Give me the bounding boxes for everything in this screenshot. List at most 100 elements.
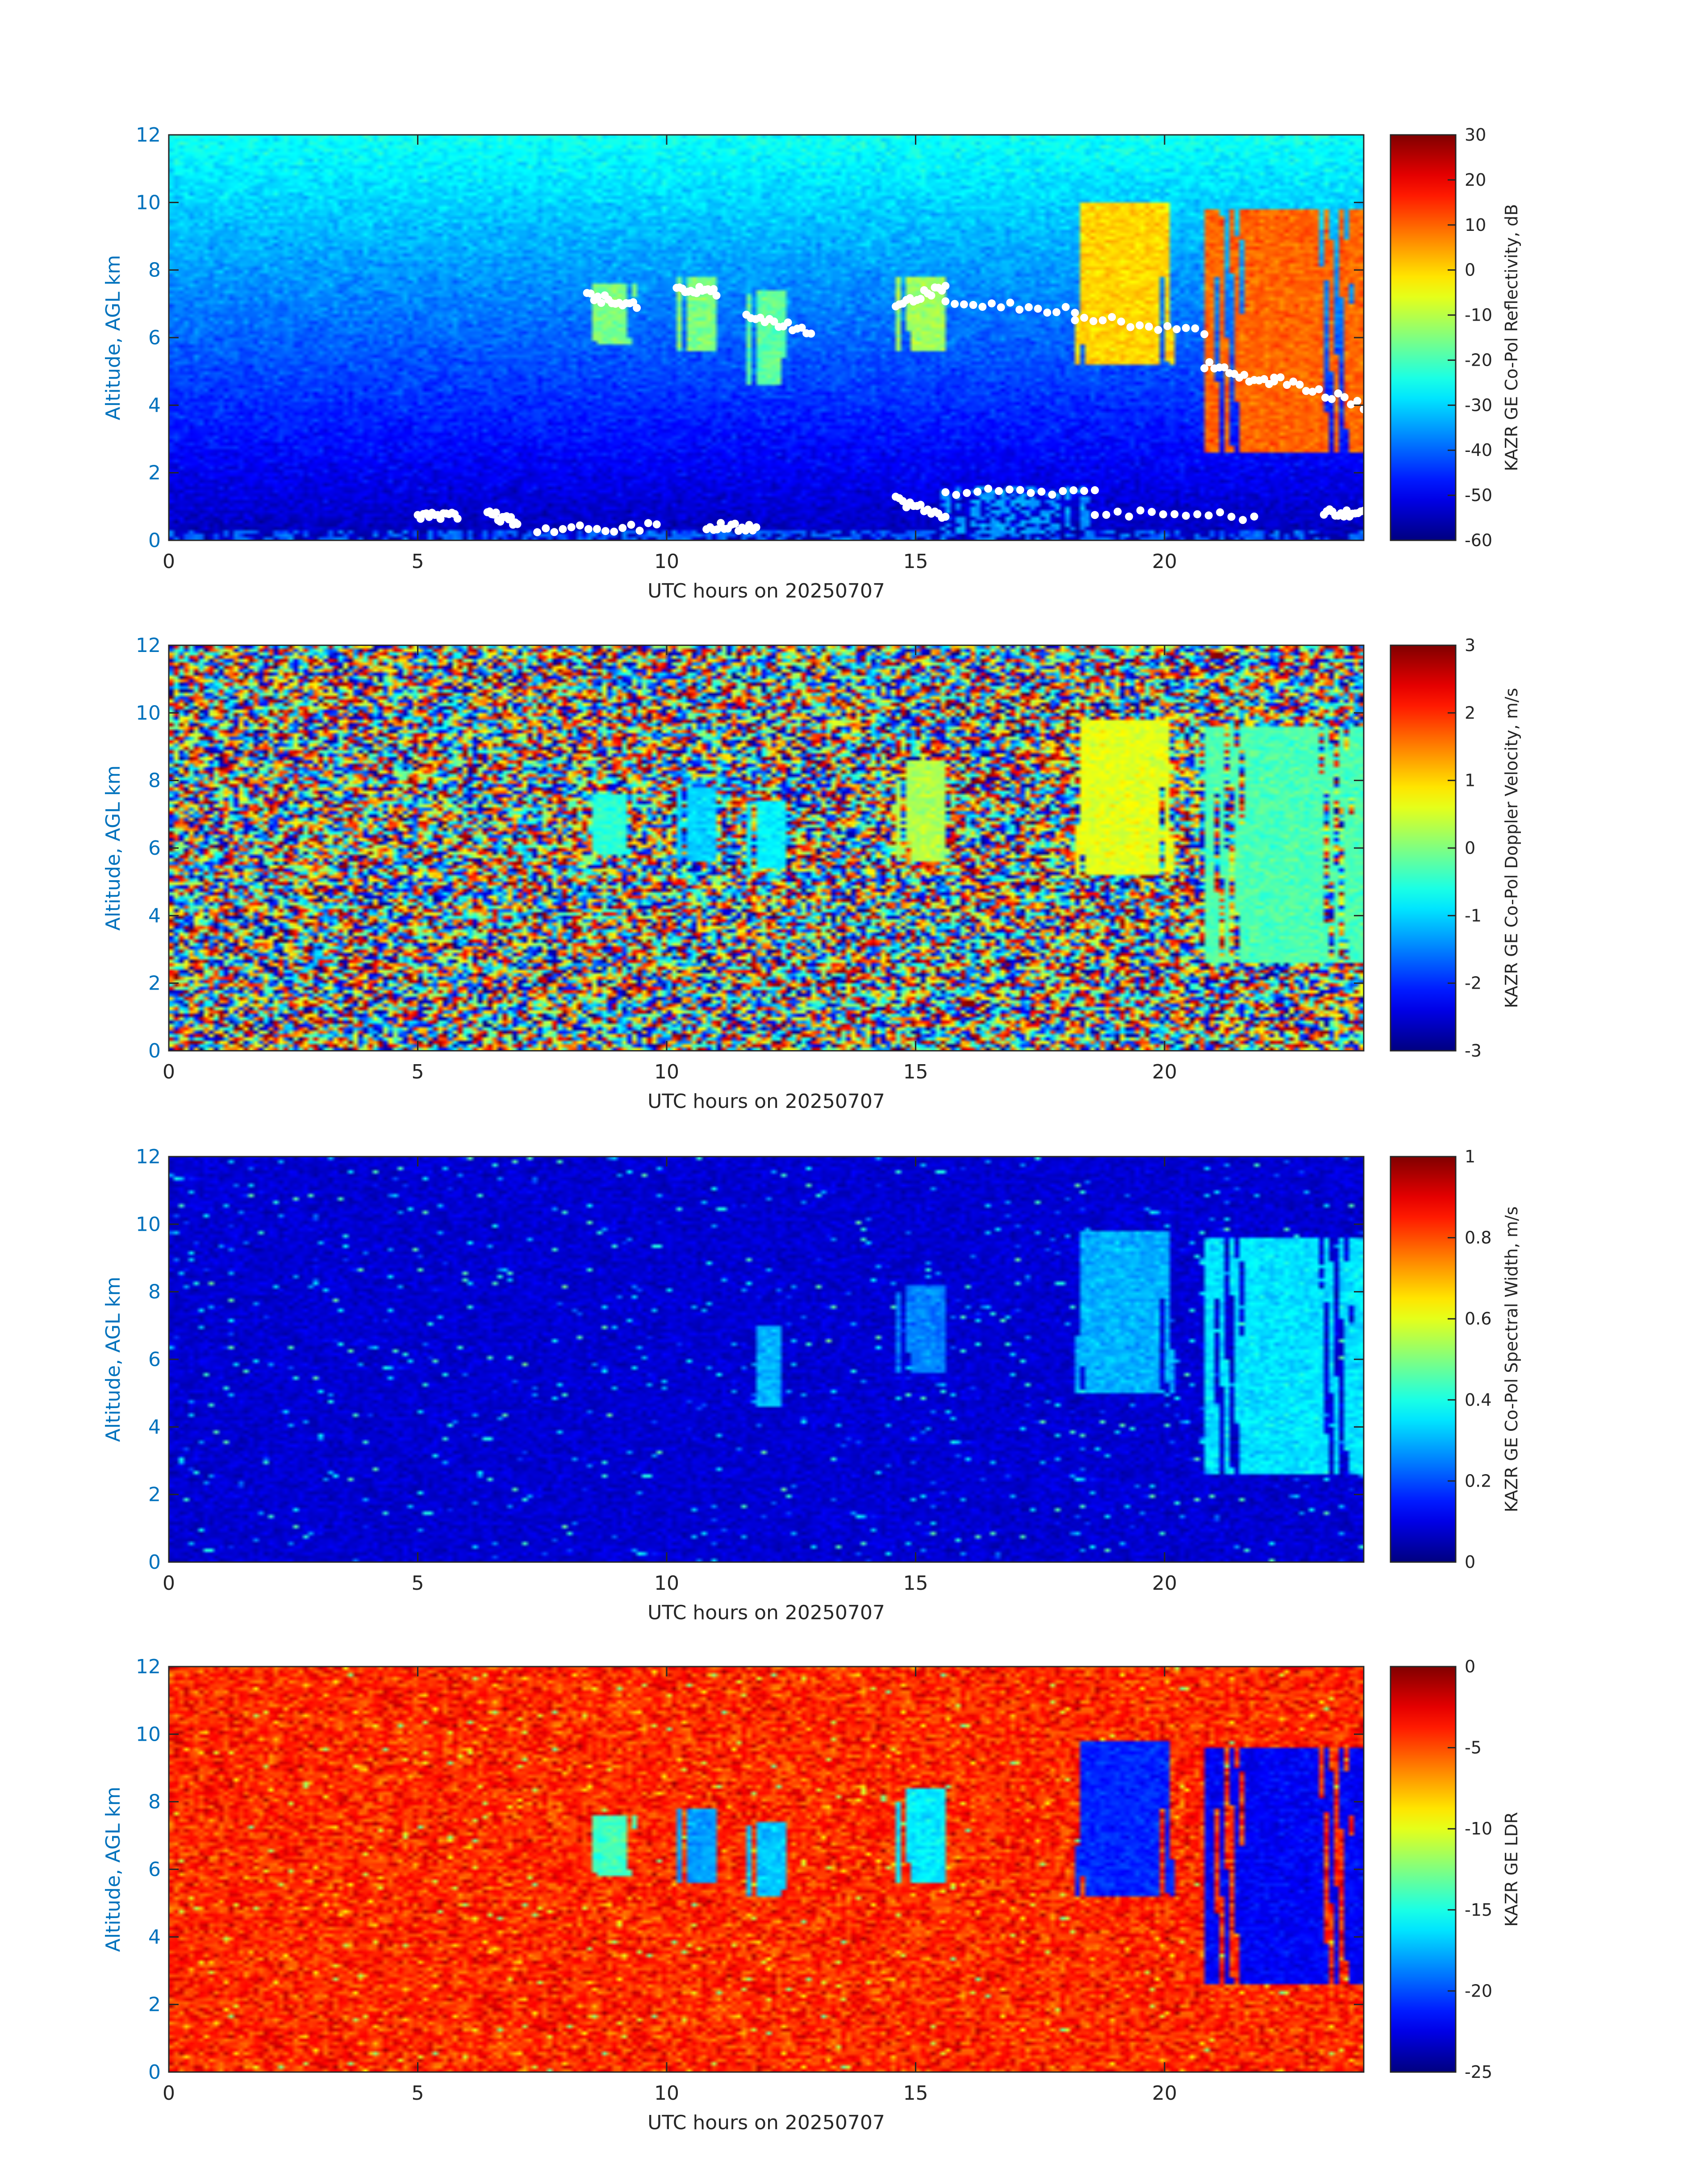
- marker-point: [1136, 506, 1144, 514]
- marker-point: [952, 491, 960, 499]
- marker-point: [710, 285, 718, 293]
- marker-point: [1193, 510, 1202, 518]
- y-tick-label: 12: [136, 1145, 161, 1168]
- panel-reflectivity: 0 5 10 15 20 0 2 4 6 8 10 12 UTC hours on 20250707 Al…: [102, 124, 1521, 602]
- marker-point: [1024, 303, 1033, 311]
- marker-point: [633, 304, 641, 312]
- y-tick-label: 2: [148, 1483, 161, 1506]
- marker-point: [1191, 324, 1199, 333]
- marker-point: [770, 318, 778, 326]
- colorbar-tick-label: 0: [1465, 1657, 1475, 1676]
- marker-point: [752, 523, 760, 531]
- colorbar-tick-label: -15: [1465, 1900, 1492, 1920]
- marker-point: [1090, 486, 1099, 494]
- marker-point: [597, 299, 606, 307]
- y-tick-label: 4: [148, 1926, 161, 1948]
- marker-point: [1043, 309, 1052, 317]
- x-tick-label: 15: [903, 1061, 928, 1083]
- x-axis-label: UTC hours on 20250707: [647, 1090, 885, 1113]
- colorbar-gradient: [1390, 1156, 1457, 1563]
- colorbar-label: KAZR GE LDR: [1502, 1812, 1521, 1926]
- marker-point: [1276, 373, 1285, 381]
- marker-point: [963, 489, 971, 497]
- colorbar-tick-label: 1: [1465, 1147, 1475, 1166]
- colorbar-tick-label: -60: [1465, 531, 1492, 550]
- marker-point: [941, 488, 950, 497]
- marker-point: [1069, 486, 1078, 494]
- marker-point: [941, 282, 950, 290]
- marker-point: [997, 303, 1005, 312]
- marker-point: [1182, 324, 1190, 332]
- marker-point: [916, 501, 925, 509]
- colorbar-tick-label: 20: [1465, 170, 1486, 190]
- x-tick-label: 10: [654, 1061, 679, 1083]
- marker-point: [601, 527, 610, 535]
- y-tick-label: 8: [148, 259, 161, 282]
- marker-point: [1071, 309, 1079, 317]
- marker-point: [1315, 385, 1323, 393]
- y-axis-label: Altitude, AGL km: [102, 255, 125, 420]
- marker-point: [1347, 400, 1355, 409]
- marker-point: [1090, 511, 1099, 519]
- marker-point: [1170, 510, 1179, 518]
- marker-point: [1260, 375, 1268, 383]
- marker-point: [584, 525, 593, 533]
- marker-point: [1283, 380, 1291, 389]
- marker-point: [960, 300, 968, 309]
- marker-point: [1328, 395, 1336, 403]
- panel-ldr: 0 5 10 15 20 0 2 4 6 8 10 12 UTC hours on 20250707 Al…: [102, 1655, 1521, 2134]
- marker-point: [1016, 486, 1024, 494]
- x-axis-label: UTC hours on 20250707: [647, 1601, 885, 1624]
- x-tick-label: 5: [412, 1061, 424, 1083]
- marker-point: [798, 323, 806, 332]
- x-tick-label: 20: [1152, 1061, 1177, 1083]
- heatmap-image: [169, 645, 1364, 1051]
- x-axis-label: UTC hours on 20250707: [647, 580, 885, 602]
- colorbar-tick-label: -20: [1465, 1981, 1492, 2001]
- colorbar-tick-label: 0: [1465, 260, 1475, 280]
- marker-point: [1113, 507, 1122, 516]
- marker-point: [1098, 316, 1107, 325]
- y-tick-label: 2: [148, 462, 161, 485]
- marker-point: [984, 485, 992, 493]
- y-tick-label: 8: [148, 769, 161, 792]
- marker-point: [951, 300, 959, 308]
- colorbar-label: KAZR GE Co-Pol Reflectivity, dB: [1502, 204, 1521, 471]
- marker-point: [586, 289, 595, 298]
- marker-point: [1159, 510, 1167, 518]
- marker-point: [1200, 364, 1209, 372]
- x-tick-label: 15: [903, 2082, 928, 2105]
- marker-point: [994, 487, 1003, 495]
- colorbar: -3 -2 -1 0 1 2 3 KAZR GE Co-Pol Doppler Velocit…: [1390, 635, 1521, 1061]
- colorbar-tick-label: 0: [1465, 838, 1475, 858]
- marker-point: [898, 497, 907, 506]
- y-tick-label: 6: [148, 1348, 161, 1371]
- marker-point: [1126, 323, 1135, 331]
- marker-point: [807, 330, 815, 338]
- colorbar-tick-label: -25: [1465, 2062, 1492, 2082]
- marker-point: [635, 526, 644, 535]
- marker-point: [1182, 511, 1190, 520]
- marker-point: [1321, 393, 1329, 402]
- colorbar-tick-label: 10: [1465, 215, 1486, 235]
- y-tick-label: 10: [136, 191, 161, 214]
- x-tick-label: 5: [412, 1572, 424, 1595]
- marker-point: [1227, 513, 1236, 521]
- marker-point: [1154, 326, 1162, 334]
- colorbar-tick-label: 0.6: [1465, 1309, 1491, 1329]
- marker-point: [1204, 511, 1213, 520]
- colorbar-tick-label: -20: [1465, 350, 1492, 370]
- x-tick-label: 10: [654, 550, 679, 573]
- marker-point: [973, 488, 982, 496]
- y-axis-label: Altitude, AGL km: [102, 1787, 125, 1952]
- marker-point: [1048, 490, 1057, 499]
- marker-point: [1089, 317, 1098, 326]
- marker-point: [978, 303, 987, 311]
- x-tick-label: 20: [1152, 550, 1177, 573]
- marker-point: [1163, 322, 1172, 330]
- marker-point: [941, 297, 950, 305]
- colorbar-gradient: [1390, 644, 1457, 1052]
- marker-point: [627, 521, 635, 529]
- y-tick-label: 4: [148, 1416, 161, 1438]
- y-tick-label: 12: [136, 634, 161, 657]
